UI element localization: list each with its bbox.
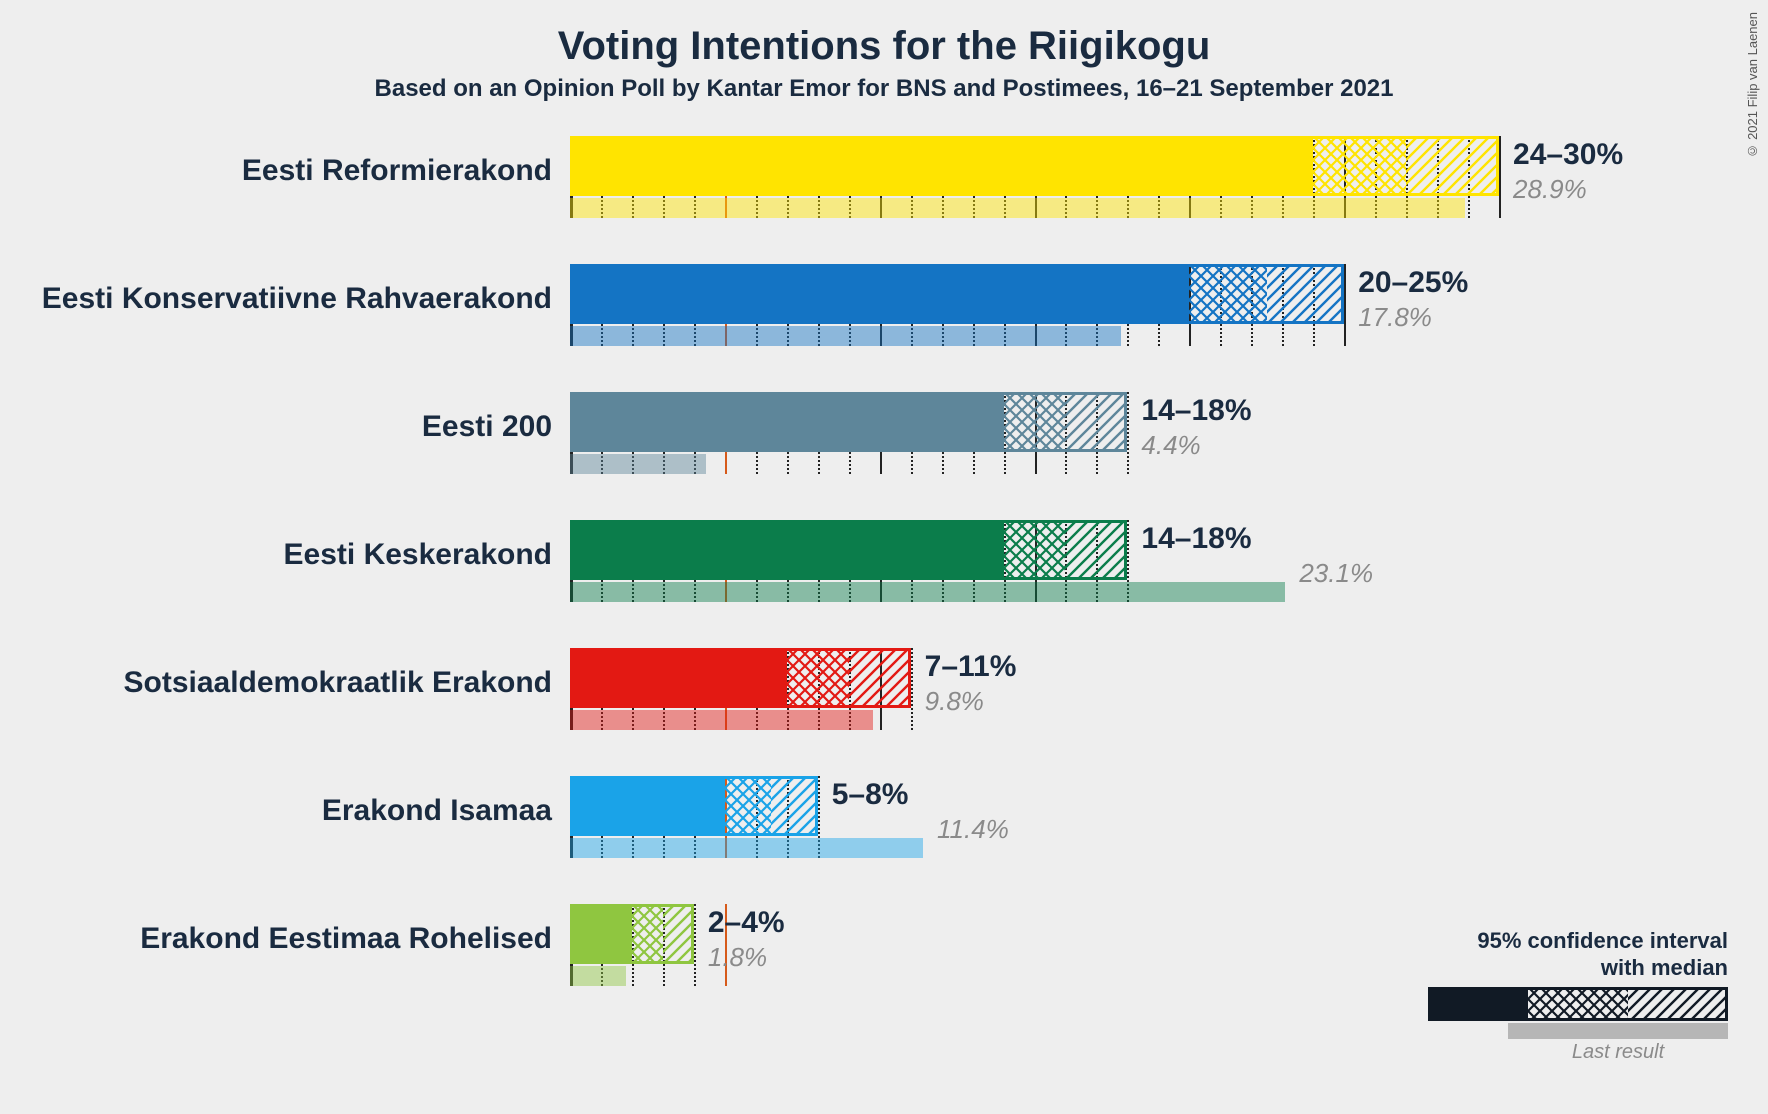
legend-ci-swatch (1428, 987, 1728, 1021)
party-row: Erakond Eestimaa Rohelised2–4%1.8% (570, 898, 1530, 1026)
copyright-text: © 2021 Filip van Laenen (1745, 12, 1760, 159)
last-result-bar (570, 966, 626, 986)
ci-bar-outline (570, 392, 1127, 452)
last-result-label: 28.9% (1513, 174, 1587, 205)
last-result-bar (570, 838, 923, 858)
ci-bar (570, 392, 1127, 452)
range-label: 14–18% (1141, 394, 1251, 428)
party-row: Eesti Keskerakond14–18%23.1% (570, 514, 1530, 642)
ci-bar (570, 264, 1344, 324)
ci-bar (570, 904, 694, 964)
chart-subtitle: Based on an Opinion Poll by Kantar Emor … (0, 75, 1768, 103)
ci-bar-outline (570, 264, 1344, 324)
legend-title: 95% confidence interval with median (1398, 928, 1728, 981)
ci-bar (570, 136, 1499, 196)
last-result-label: 17.8% (1358, 302, 1432, 333)
ci-bar (570, 648, 911, 708)
party-row: Erakond Isamaa5–8%11.4% (570, 770, 1530, 898)
party-row: Sotsiaaldemokraatlik Erakond7–11%9.8% (570, 642, 1530, 770)
grid-minor (911, 648, 913, 730)
range-label: 2–4% (708, 906, 785, 940)
range-label: 24–30% (1513, 138, 1623, 172)
party-row: Eesti Konservatiivne Rahvaerakond20–25%1… (570, 258, 1530, 386)
plot-area: Eesti Reformierakond24–30%28.9%Eesti Kon… (570, 130, 1530, 1070)
legend-last-swatch (1508, 1023, 1728, 1039)
party-label: Eesti Konservatiivne Rahvaerakond (42, 282, 552, 316)
ci-bar-outline (570, 520, 1127, 580)
last-result-label: 4.4% (1141, 430, 1200, 461)
grid-minor (1127, 392, 1129, 474)
last-result-bar (570, 198, 1465, 218)
range-label: 7–11% (925, 650, 1017, 684)
party-label: Erakond Eestimaa Rohelised (140, 922, 552, 956)
party-row: Eesti Reformierakond24–30%28.9% (570, 130, 1530, 258)
range-label: 14–18% (1141, 522, 1251, 556)
party-row: Eesti 20014–18%4.4% (570, 386, 1530, 514)
ci-bar-outline (570, 648, 911, 708)
party-label: Eesti Keskerakond (284, 538, 552, 572)
grid-major (1499, 136, 1501, 218)
legend-line2: with median (1601, 955, 1728, 980)
range-label: 20–25% (1358, 266, 1468, 300)
legend: 95% confidence interval with median Last… (1398, 928, 1728, 1064)
grid-minor (694, 904, 696, 986)
last-result-bar (570, 582, 1285, 602)
ci-bar-outline (570, 904, 694, 964)
party-label: Erakond Isamaa (322, 794, 552, 828)
party-label: Eesti 200 (422, 410, 552, 444)
last-result-label: 1.8% (708, 942, 767, 973)
legend-last-label: Last result (1508, 1041, 1728, 1064)
last-result-label: 9.8% (925, 686, 984, 717)
legend-line1: 95% confidence interval (1477, 928, 1728, 953)
last-result-label: 11.4% (937, 814, 1009, 845)
party-label: Sotsiaaldemokraatlik Erakond (124, 666, 553, 700)
party-label: Eesti Reformierakond (242, 154, 552, 188)
last-result-bar (570, 326, 1121, 346)
chart-container: © 2021 Filip van Laenen Voting Intention… (0, 0, 1768, 1114)
last-result-label: 23.1% (1299, 558, 1373, 589)
last-result-bar (570, 710, 873, 730)
last-result-bar (570, 454, 706, 474)
ci-bar-outline (570, 776, 818, 836)
ci-bar (570, 776, 818, 836)
ci-bar-outline (570, 136, 1499, 196)
ci-bar (570, 520, 1127, 580)
range-label: 5–8% (832, 778, 909, 812)
chart-title: Voting Intentions for the Riigikogu (0, 0, 1768, 69)
grid-major (1344, 264, 1346, 346)
